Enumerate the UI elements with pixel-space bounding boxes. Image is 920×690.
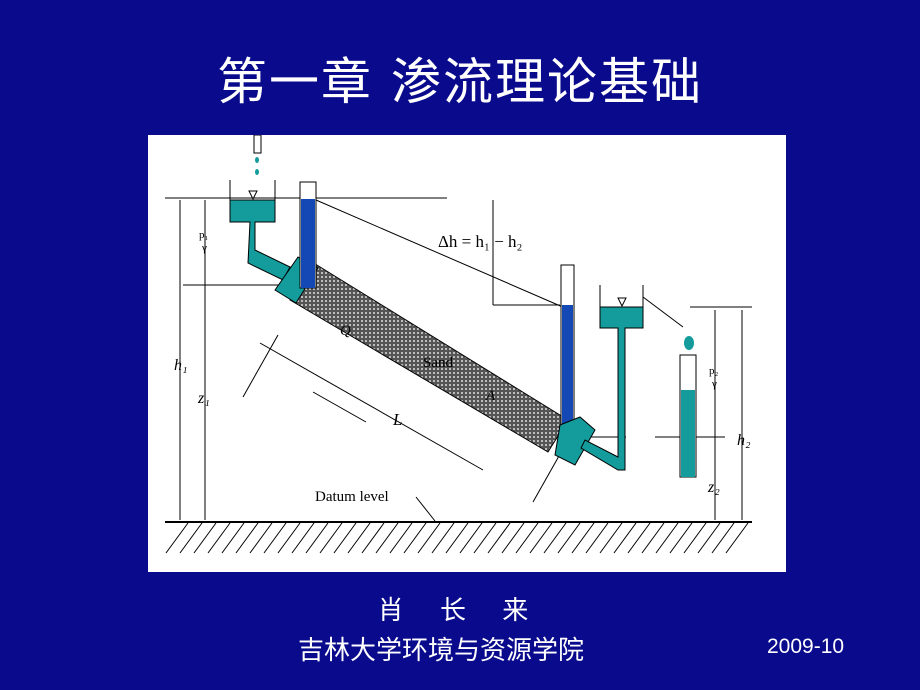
hatch-line (235, 522, 259, 554)
datum-leader-line (415, 496, 436, 522)
length-dimension-line (259, 342, 484, 471)
hatch-line (669, 522, 693, 554)
hatch-line (179, 522, 203, 554)
left-tank (229, 199, 291, 281)
hatch-line (347, 522, 371, 554)
left-piezometer-water (301, 199, 315, 288)
hatch-line (627, 522, 651, 554)
area-label: A (485, 388, 496, 404)
hatch-line (305, 522, 329, 554)
length-extension-line (242, 334, 279, 398)
hatch-line (529, 522, 553, 554)
hatch-line (375, 522, 399, 554)
z2-label: z₂ (707, 479, 720, 496)
h1-label: h₁ (174, 357, 188, 374)
author-name: 肖 长 来 (377, 596, 543, 626)
hatch-line (459, 522, 483, 554)
hatch-line (165, 522, 189, 554)
h2-label: h₂ (737, 432, 751, 449)
diagram-svg: Δh = h₁ − h₂ h₁ z₁ p₁ γ h₂ z₂ p₂ γ L Q S… (165, 134, 752, 554)
hatch-line (361, 522, 385, 554)
sand-label: Sand (423, 355, 454, 371)
hatch-line (207, 522, 231, 554)
darcy-experiment-diagram: Δh = h₁ − h₂ h₁ z₁ p₁ γ h₂ z₂ p₂ γ L Q S… (148, 134, 786, 572)
hatch-line (557, 522, 581, 554)
overflow-spout (642, 296, 684, 328)
hatch-line (711, 522, 735, 554)
date: 2009-10 (767, 635, 845, 658)
hatch-line (193, 522, 217, 554)
hatch-line (641, 522, 665, 554)
hydraulic-gradient-line (315, 199, 566, 309)
hatch-line (599, 522, 623, 554)
inlet-drop (255, 157, 259, 163)
hatch-line (655, 522, 679, 554)
length-label: L (392, 410, 402, 429)
institution: 吉林大学环境与资源学院 (298, 636, 585, 666)
hatch-line (333, 522, 357, 554)
datum-level-label: Datum level (315, 489, 389, 505)
hatch-line (291, 522, 315, 554)
hatch-line (725, 522, 749, 554)
hatch-line (277, 522, 301, 554)
z1-label: z₁ (197, 390, 210, 407)
right-piezometer-water (562, 305, 573, 440)
hatch-line (543, 522, 567, 554)
ground-hatch (165, 522, 749, 554)
hatch-line (683, 522, 707, 554)
p2-label: p₂ (709, 365, 719, 377)
hatch-line (263, 522, 287, 554)
hatch-line (473, 522, 497, 554)
gamma2-label: γ (711, 378, 717, 390)
hatch-line (445, 522, 469, 554)
hatch-line (613, 522, 637, 554)
hatch-line (571, 522, 595, 554)
slide-title: 第一章 渗流理论基础 (217, 53, 703, 111)
gamma1-label: γ (201, 242, 207, 254)
water-level-marker (617, 297, 627, 308)
measuring-cylinder-water (681, 390, 695, 477)
hatch-line (221, 522, 245, 554)
hatch-line (697, 522, 721, 554)
inlet-drop (255, 169, 259, 175)
flow-label: Q (340, 323, 351, 339)
outlet-drop (684, 336, 694, 350)
hatch-line (249, 522, 273, 554)
hatch-line (403, 522, 427, 554)
area-dimension-line (312, 391, 367, 423)
hatch-line (431, 522, 455, 554)
hatch-line (319, 522, 343, 554)
hatch-line (389, 522, 413, 554)
right-cap (554, 416, 596, 466)
hatch-line (585, 522, 609, 554)
hatch-line (501, 522, 525, 554)
delta-h-label: Δh = h₁ − h₂ (438, 232, 522, 251)
inlet-tube (253, 134, 262, 154)
hatch-line (487, 522, 511, 554)
hatch-line (515, 522, 539, 554)
p1-label: p₁ (199, 229, 209, 241)
hatch-line (417, 522, 441, 554)
water-level-marker (248, 190, 258, 201)
right-tank (580, 306, 644, 471)
